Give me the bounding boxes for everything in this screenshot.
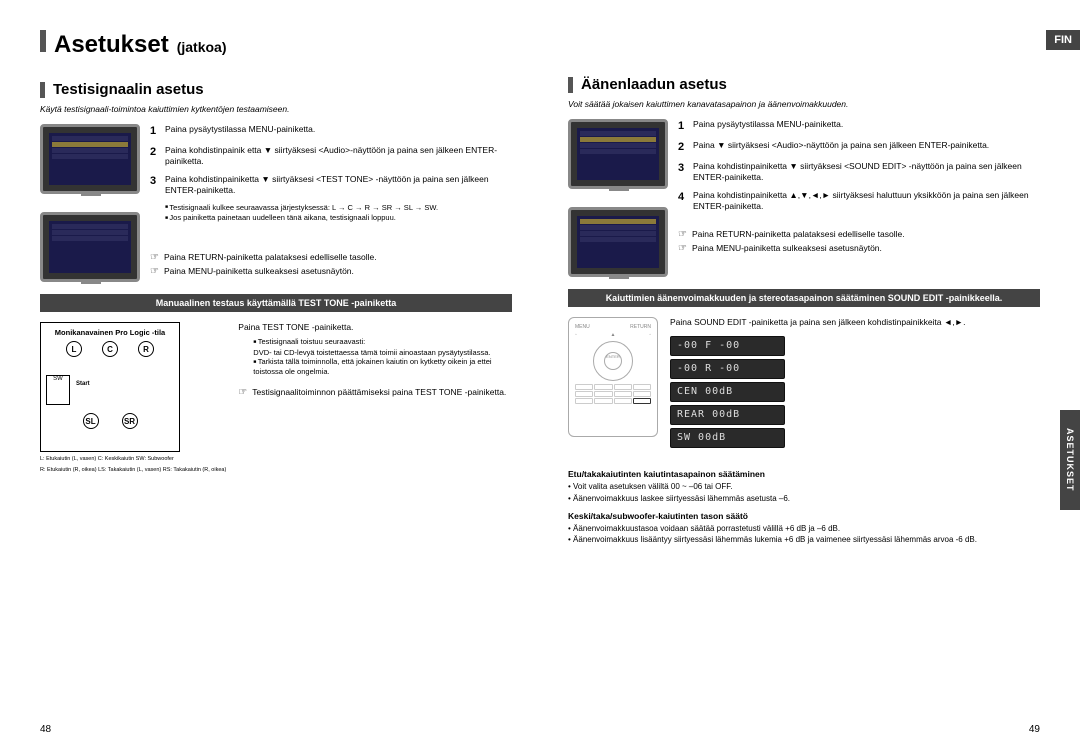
tv-screenshot-audio	[40, 124, 140, 194]
left-section-title: Testisignaalin asetus	[53, 81, 204, 98]
section-bar-icon	[568, 77, 573, 93]
step-3: Paina kohdistinpainiketta ▼ siirtyäksesi…	[165, 174, 512, 197]
lcd-cen: CEN 00dB	[670, 382, 785, 402]
legend-1: L: Etukaiutin (L, vasen) C: Keskikaiutin…	[40, 456, 226, 463]
hand-icon: ☞	[150, 252, 159, 263]
r-note-menu: Paina MENU-painiketta sulkeaksesi asetus…	[692, 243, 882, 254]
tt-b1: Testisignaali toistuu seuraavasti:	[253, 337, 512, 347]
note-return: Paina RETURN-painiketta palataksesi edel…	[164, 252, 377, 263]
diagram-title: Monikanavainen Pro Logic -tila	[46, 328, 174, 337]
left-steps: 1Paina pysäytystilassa MENU-painiketta. …	[150, 124, 512, 282]
tt-2: Testisignaalitoiminnon päättämiseksi pai…	[252, 387, 506, 398]
subwoofer-icon: SW	[46, 375, 70, 405]
step-1: Paina pysäytystilassa MENU-painiketta.	[165, 124, 315, 139]
tv-screenshot-audio-r	[568, 119, 668, 189]
note-menu: Paina MENU-painiketta sulkeaksesi asetus…	[164, 266, 354, 277]
speaker-diagram: Monikanavainen Pro Logic -tila L C R SW …	[40, 322, 180, 452]
start-label: Start	[76, 381, 90, 387]
sub-bullet-2: Jos painiketta painetaan uudelleen tänä …	[165, 213, 512, 223]
remote-menu-label: MENU	[575, 324, 590, 330]
sub-bullet-1: Testisignaali kulkee seuraavassa järjest…	[165, 203, 512, 213]
remote-diagram: MENURETURN ◦▲◦ ENTER	[568, 317, 658, 437]
test-tone-text: Paina TEST TONE -painiketta. Testisignaa…	[238, 322, 512, 473]
lcd-sw: SW 00dB	[670, 428, 785, 448]
lcd-displays: -00 F -00 -00 R -00 CEN 00dB REAR 00dB S…	[670, 336, 1040, 448]
lang-tab: FIN	[1046, 30, 1080, 50]
diagram-col: Monikanavainen Pro Logic -tila L C R SW …	[40, 322, 226, 473]
right-section-title: Äänenlaadun asetus	[581, 76, 727, 93]
r-step-4: Paina kohdistinpainiketta ▲,▼,◄,► siirty…	[693, 190, 1040, 213]
tv-screenshot-testtone	[40, 212, 140, 282]
sound-edit-col: Paina SOUND EDIT -painiketta ja paina se…	[670, 317, 1040, 451]
left-steps-row: 1Paina pysäytystilassa MENU-painiketta. …	[40, 124, 512, 282]
tv-screenshot-soundedit	[568, 207, 668, 277]
page-num-left: 48	[40, 724, 51, 735]
section-bar-icon	[40, 82, 45, 98]
lcd-rear-bal: -00 R -00	[670, 359, 785, 379]
speaker-C: C	[102, 341, 118, 357]
hand-icon: ☞	[678, 243, 687, 254]
right-dark-bar: Kaiuttimien äänenvoimakkuuden ja stereot…	[568, 289, 1040, 307]
tv-thumbs-col-r	[568, 119, 668, 277]
main-title-row: Asetukset (jatkoa)	[40, 30, 512, 59]
info-b3: Äänenvoimakkuustasoa voidaan säätää porr…	[568, 524, 1040, 535]
speaker-L: L	[66, 341, 82, 357]
speaker-SL: SL	[83, 413, 99, 429]
legend-2: R: Etukaiutin (R, oikea) LS: Takakaiutin…	[40, 467, 226, 474]
info-section: Etu/takakaiutinten kaiutintasapainon sää…	[568, 469, 1040, 546]
hand-icon: ☞	[678, 229, 687, 240]
remote-buttons	[575, 384, 651, 404]
r-step-3: Paina kohdistinpainiketta ▼ siirtyäksesi…	[693, 161, 1040, 184]
right-steps: 1Paina pysäytystilassa MENU-painiketta. …	[678, 119, 1040, 277]
tt-1: Paina TEST TONE -painiketta.	[238, 322, 512, 333]
main-title-sub: (jatkoa)	[177, 39, 227, 55]
main-title: Asetukset	[54, 31, 169, 59]
title-bar-icon	[40, 30, 46, 52]
page-num-right: 49	[1029, 724, 1040, 735]
left-bottom-row: Monikanavainen Pro Logic -tila L C R SW …	[40, 322, 512, 473]
speaker-R: R	[138, 341, 154, 357]
lcd-rear: REAR 00dB	[670, 405, 785, 425]
page-right: FIN ASETUKSET Äänenlaadun asetus Voit sä…	[540, 0, 1080, 753]
left-dark-bar: Manuaalinen testaus käyttämällä TEST TON…	[40, 294, 512, 312]
hand-icon: ☞	[150, 266, 159, 277]
r-step-1: Paina pysäytystilassa MENU-painiketta.	[693, 119, 843, 134]
step-2: Paina kohdistinpainik etta ▼ siirtyäkses…	[165, 145, 512, 168]
tt-b3: Tarkista tällä toiminnolla, että jokaine…	[253, 357, 512, 377]
left-intro: Käytä testisignaali-toimintoa kaiuttimie…	[40, 104, 512, 114]
right-section-header: Äänenlaadun asetus	[568, 76, 1040, 93]
info-h2: Keski/taka/subwoofer-kaiutinten tason sä…	[568, 511, 1040, 521]
tv-thumbs-col	[40, 124, 140, 282]
r-step-2: Paina ▼ siirtyäksesi <Audio>-näyttöön ja…	[693, 140, 989, 155]
right-intro: Voit säätää jokaisen kaiuttimen kanavata…	[568, 99, 1040, 109]
info-b4: Äänenvoimakkuus lisääntyy siirtyessäsi l…	[568, 535, 1040, 546]
info-b2: Äänenvoimakkuus laskee siirtyessäsi lähe…	[568, 494, 1040, 505]
left-section-header: Testisignaalin asetus	[40, 81, 512, 98]
remote-return-label: RETURN	[630, 324, 651, 330]
tt-b2: DVD- tai CD-levyä toistettaessa tämä toi…	[253, 348, 512, 357]
remote-dpad-icon: ENTER	[593, 341, 633, 381]
page-left: Asetukset (jatkoa) Testisignaalin asetus…	[0, 0, 540, 753]
sound-edit-text: Paina SOUND EDIT -painiketta ja paina se…	[670, 317, 1040, 328]
info-h1: Etu/takakaiutinten kaiutintasapainon sää…	[568, 469, 1040, 479]
info-b1: Voit valita asetuksen väliltä 00 ~ –06 t…	[568, 482, 1040, 493]
speaker-SR: SR	[122, 413, 138, 429]
hand-icon: ☞	[238, 387, 247, 398]
right-steps-row: 1Paina pysäytystilassa MENU-painiketta. …	[568, 119, 1040, 277]
side-tab: ASETUKSET	[1060, 410, 1080, 510]
remote-enter: ENTER	[604, 352, 622, 370]
right-bottom-row: MENURETURN ◦▲◦ ENTER Paina SOUND EDIT -p…	[568, 317, 1040, 451]
lcd-front: -00 F -00	[670, 336, 785, 356]
r-note-return: Paina RETURN-painiketta palataksesi edel…	[692, 229, 905, 240]
